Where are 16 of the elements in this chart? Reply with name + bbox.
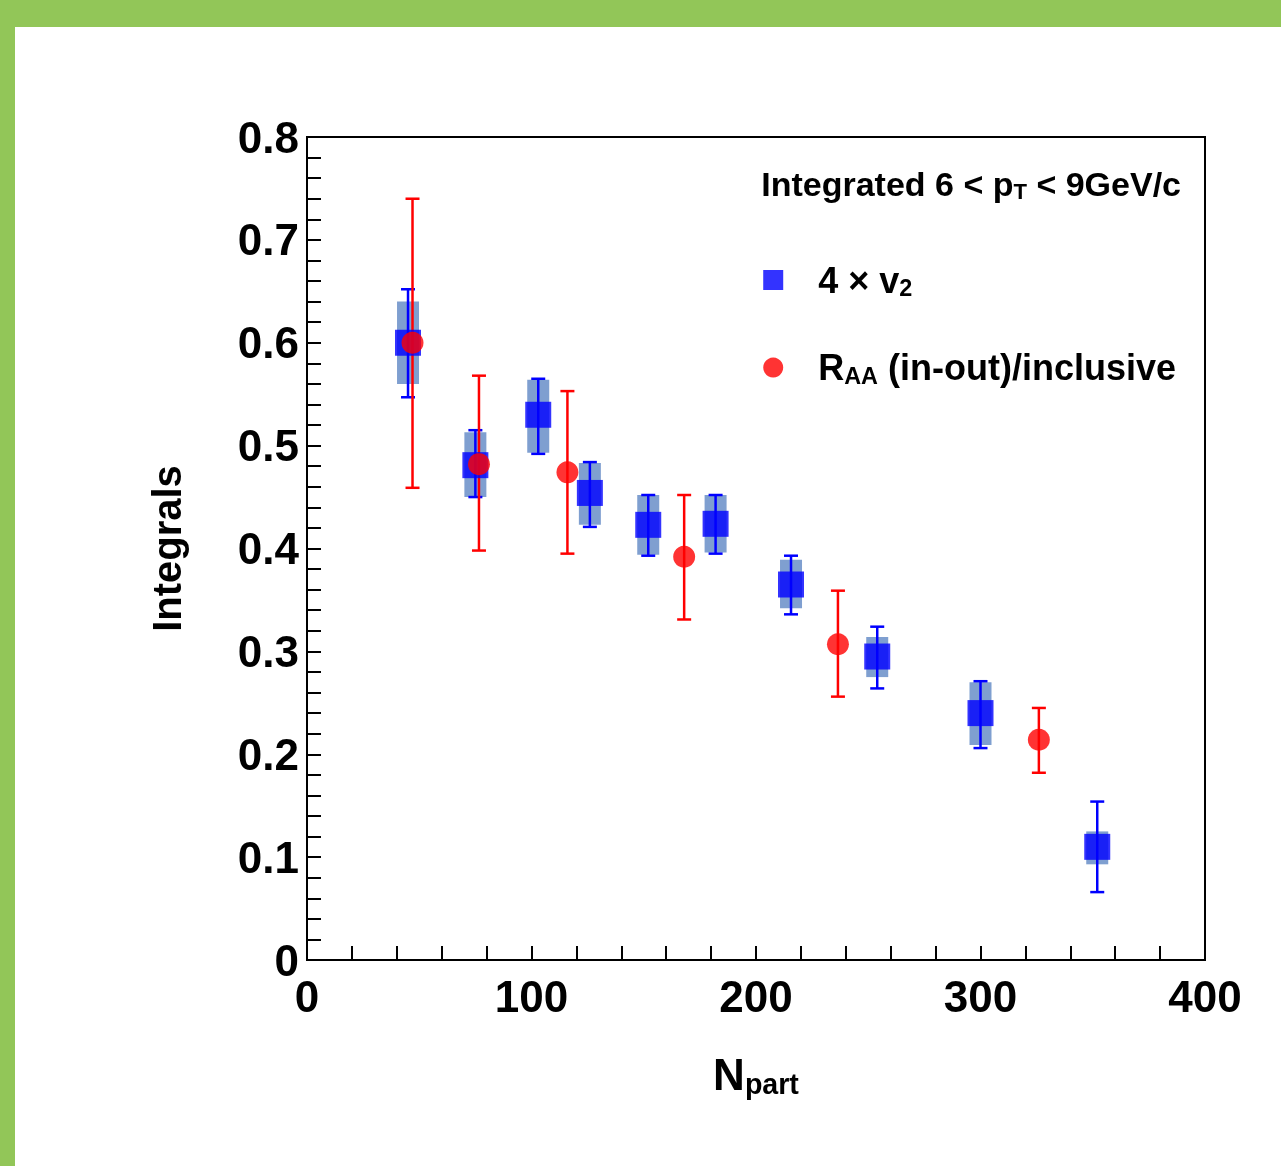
y-tick-label: 0.7 — [237, 215, 299, 265]
legend-label: RAA (in-out)/inclusive — [818, 347, 1177, 389]
y-tick-label: 0.1 — [237, 832, 299, 882]
y-tick-label: 0.3 — [237, 626, 299, 676]
y-tick-label: 0.5 — [237, 421, 299, 471]
y-tick-label: 0.2 — [237, 729, 299, 779]
y-tick-label: 0 — [274, 935, 299, 985]
x-tick-label: 200 — [719, 971, 793, 1021]
y-tick-label: 0.6 — [237, 318, 299, 368]
y-tick-label: 0.4 — [237, 524, 300, 573]
y-axis-title: Integrals — [145, 465, 189, 632]
legend-label: 4 × v2 — [818, 259, 913, 302]
x-tick-label: 100 — [494, 971, 569, 1021]
x-tick-label: 300 — [943, 971, 1018, 1021]
x-tick-label: 400 — [1168, 971, 1242, 1021]
y-tick-label: 0.8 — [237, 112, 299, 162]
